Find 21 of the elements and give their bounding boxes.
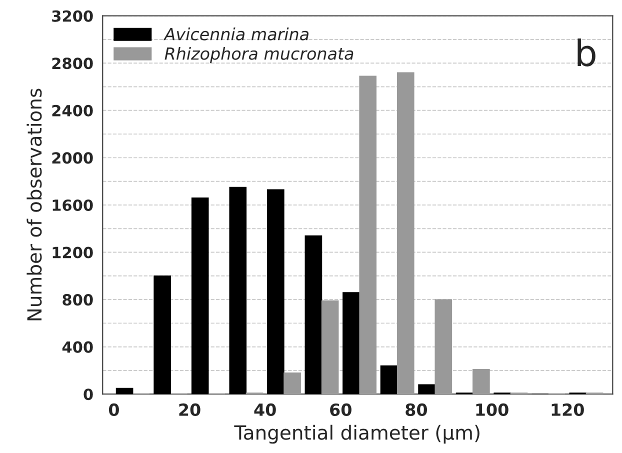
x-tick-label: 120 <box>552 403 584 416</box>
annotation: b <box>578 38 596 67</box>
x-tick-label: 60 <box>330 403 352 416</box>
y-tick-label: 1200 <box>52 246 93 258</box>
y-tick-label: 1600 <box>52 199 93 212</box>
legend-label: Avicennia marina <box>163 28 308 40</box>
x-tick-label: 40 <box>254 403 276 416</box>
x-tick-label: 80 <box>406 403 428 416</box>
legend-label: Rhizophora mucronata <box>164 46 354 64</box>
y-tick-label: 3200 <box>52 10 93 22</box>
y-tick-label: 400 <box>62 341 93 353</box>
x-tick-label: 0 <box>108 403 119 416</box>
x-tick-label: 20 <box>179 403 200 416</box>
y-tick-label: 2800 <box>52 58 93 70</box>
y-tick-label: 0 <box>84 388 93 400</box>
x-axis-title: Tangential diameter (µm) <box>234 424 480 444</box>
y-tick-label: 2400 <box>52 104 93 116</box>
x-tick-label: 100 <box>476 403 508 416</box>
y-tick-label: 2000 <box>52 152 93 164</box>
y-tick-label: 800 <box>62 294 93 306</box>
y-axis-title: Number of observations <box>26 88 42 320</box>
